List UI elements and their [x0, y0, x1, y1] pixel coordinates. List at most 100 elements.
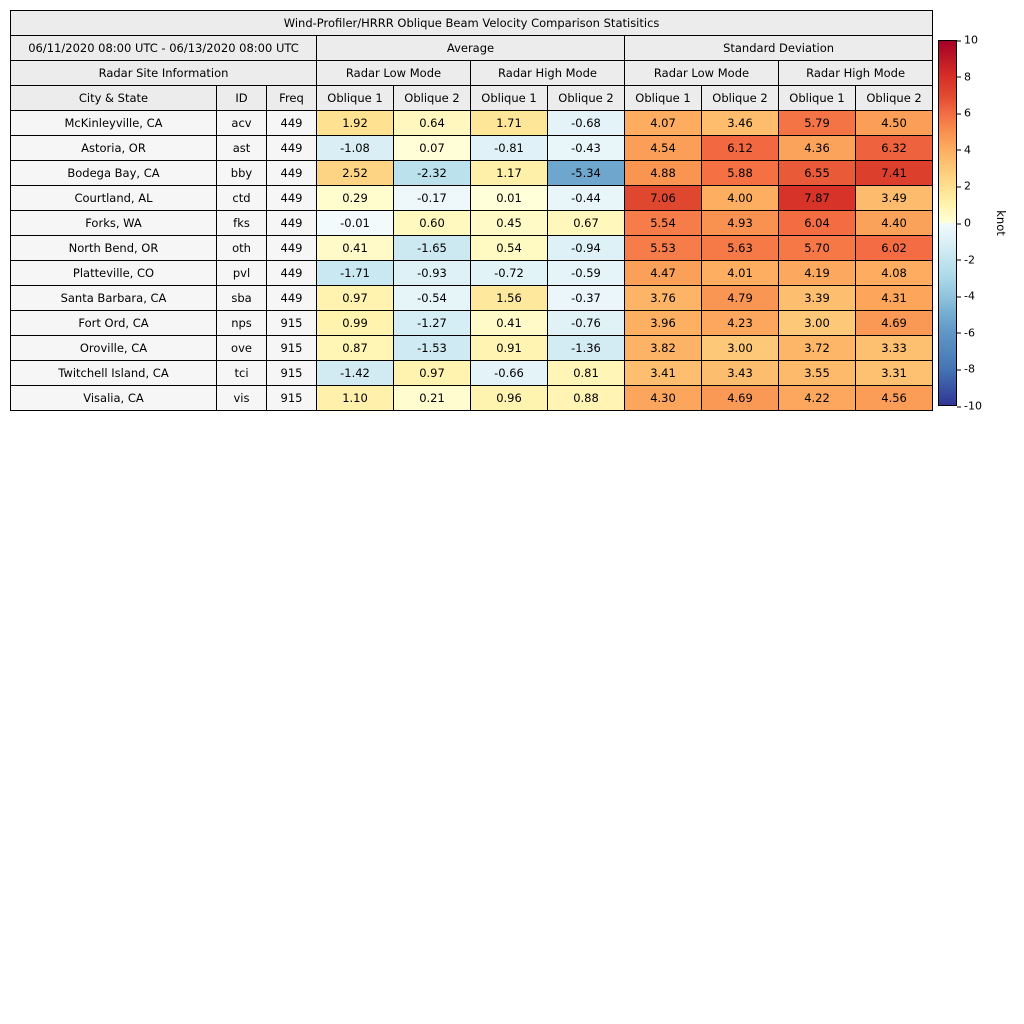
value-cell: 3.31: [854, 360, 934, 386]
avg-high-oblique1-header: Oblique 1: [470, 85, 548, 111]
site-id-cell: oth: [216, 235, 267, 261]
colorbar-tick-label: -10: [957, 399, 982, 413]
value-cell: 0.97: [316, 285, 394, 311]
value-cell: 1.10: [316, 385, 394, 411]
value-cell: 0.96: [470, 385, 548, 411]
colorbar-tick-label: 2: [957, 179, 971, 193]
table-row: Bodega Bay, CA bby 449 2.52 -2.32 1.17 -5.34 4.…: [10, 160, 934, 186]
value-cell: 5.63: [701, 235, 779, 261]
value-cell: 4.23: [701, 310, 779, 336]
value-cell: -0.43: [547, 135, 625, 161]
value-cell: 4.54: [624, 135, 702, 161]
value-cell: 0.41: [470, 310, 548, 336]
title-row: Wind-Profiler/HRRR Oblique Beam Velocity…: [9, 10, 934, 36]
avg-low-oblique1-header: Oblique 1: [316, 85, 394, 111]
site-id-cell: sba: [216, 285, 267, 311]
value-cell: 6.32: [854, 135, 934, 161]
value-cell: 3.43: [701, 360, 779, 386]
value-cell: 5.53: [624, 235, 702, 261]
value-cell: 0.64: [393, 110, 471, 136]
site-id-cell: fks: [216, 210, 267, 236]
value-cell: 6.55: [778, 160, 856, 186]
column-header-row: City & State ID Freq Oblique 1 Oblique 2…: [10, 85, 934, 111]
value-cell: -0.81: [470, 135, 548, 161]
avg-high-oblique2-header: Oblique 2: [547, 85, 625, 111]
colorbar: 10 8 6 4 2 0 -2 -4 -6 -8 -10 knot: [938, 35, 1024, 412]
freq-cell: 449: [266, 135, 317, 161]
value-cell: 4.08: [854, 260, 934, 286]
table-row: Visalia, CA vis 915 1.10 0.21 0.96 0.88 4.30 4.6…: [10, 385, 934, 411]
value-cell: 5.88: [701, 160, 779, 186]
city-column-header: City & State: [10, 85, 217, 111]
value-cell: 3.72: [778, 335, 856, 361]
value-cell: 0.99: [316, 310, 394, 336]
colorbar-tick-label: -8: [957, 362, 975, 376]
std-low-oblique1-header: Oblique 1: [624, 85, 702, 111]
period-label: 06/11/2020 08:00 UTC - 06/13/2020 08:00 …: [10, 35, 317, 61]
colorbar-tick-label: 8: [957, 70, 971, 84]
avg-low-mode-header: Radar Low Mode: [316, 60, 471, 86]
value-cell: 0.29: [316, 185, 394, 211]
freq-cell: 449: [266, 285, 317, 311]
value-cell: -5.34: [547, 160, 625, 186]
city-cell: Platteville, CO: [10, 260, 217, 286]
value-cell: 3.46: [701, 110, 779, 136]
value-cell: 4.19: [778, 260, 856, 286]
avg-low-oblique2-header: Oblique 2: [393, 85, 471, 111]
value-cell: 4.22: [778, 385, 856, 411]
value-cell: 7.06: [624, 185, 702, 211]
colorbar-tick-label: -2: [957, 253, 975, 267]
value-cell: 0.60: [393, 210, 471, 236]
site-id-cell: ast: [216, 135, 267, 161]
freq-cell: 449: [266, 260, 317, 286]
value-cell: 4.88: [624, 160, 702, 186]
value-cell: -1.42: [316, 360, 394, 386]
site-id-cell: ctd: [216, 185, 267, 211]
value-cell: 5.54: [624, 210, 702, 236]
site-info-header: Radar Site Information: [10, 60, 317, 86]
colorbar-tick-label: -6: [957, 326, 975, 340]
std-high-oblique2-header: Oblique 2: [854, 85, 934, 111]
value-cell: -1.27: [393, 310, 471, 336]
value-cell: -0.17: [393, 185, 471, 211]
freq-cell: 449: [266, 210, 317, 236]
value-cell: 0.87: [316, 335, 394, 361]
city-cell: Astoria, OR: [10, 135, 217, 161]
freq-cell: 449: [266, 160, 317, 186]
city-cell: Santa Barbara, CA: [10, 285, 217, 311]
value-cell: 3.00: [778, 310, 856, 336]
table-row: Santa Barbara, CA sba 449 0.97 -0.54 1.56 -0.3…: [10, 285, 934, 311]
table-row: North Bend, OR oth 449 0.41 -1.65 0.54 -0.94 5.…: [10, 235, 934, 261]
value-cell: 4.31: [854, 285, 934, 311]
value-cell: 4.79: [701, 285, 779, 311]
group-header-row-2: Radar Site Information Radar Low Mode Ra…: [10, 60, 934, 86]
city-cell: McKinleyville, CA: [10, 110, 217, 136]
value-cell: -1.08: [316, 135, 394, 161]
value-cell: 4.69: [701, 385, 779, 411]
value-cell: -0.94: [547, 235, 625, 261]
figure-title: Wind-Profiler/HRRR Oblique Beam Velocity…: [9, 10, 934, 36]
value-cell: -0.59: [547, 260, 625, 286]
colorbar-tick-label: -4: [957, 289, 975, 303]
table-row: Fort Ord, CA nps 915 0.99 -1.27 0.41 -0.76 3.96…: [10, 310, 934, 336]
value-cell: 1.92: [316, 110, 394, 136]
value-cell: 4.56: [854, 385, 934, 411]
id-column-header: ID: [216, 85, 267, 111]
value-cell: 1.17: [470, 160, 548, 186]
value-cell: 4.50: [854, 110, 934, 136]
value-cell: -0.68: [547, 110, 625, 136]
stats-table: Wind-Profiler/HRRR Oblique Beam Velocity…: [9, 10, 934, 411]
colorbar-tick-label: 4: [957, 143, 971, 157]
value-cell: 7.41: [854, 160, 934, 186]
site-id-cell: pvl: [216, 260, 267, 286]
colorbar-tick-label: 0: [957, 216, 971, 230]
value-cell: 1.56: [470, 285, 548, 311]
std-high-oblique1-header: Oblique 1: [778, 85, 856, 111]
value-cell: 0.01: [470, 185, 548, 211]
value-cell: -0.37: [547, 285, 625, 311]
std-group-header: Standard Deviation: [623, 35, 934, 61]
colorbar-axis-label: knot: [994, 210, 1008, 236]
value-cell: 0.45: [470, 210, 548, 236]
std-high-mode-header: Radar High Mode: [777, 60, 934, 86]
std-low-mode-header: Radar Low Mode: [624, 60, 779, 86]
